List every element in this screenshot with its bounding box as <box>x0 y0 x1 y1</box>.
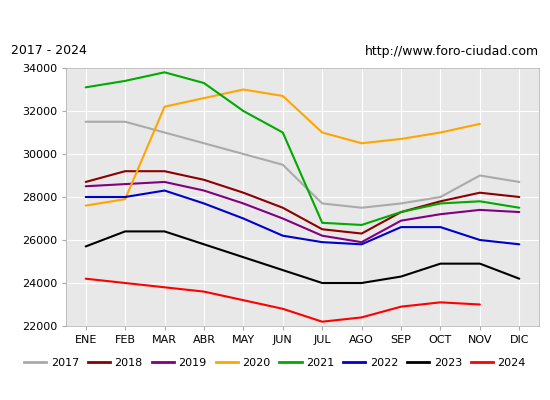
Text: Evolucion del paro registrado en Jerez de la Frontera: Evolucion del paro registrado en Jerez d… <box>57 12 493 30</box>
Text: http://www.foro-ciudad.com: http://www.foro-ciudad.com <box>365 44 539 58</box>
Legend: 2017, 2018, 2019, 2020, 2021, 2022, 2023, 2024: 2017, 2018, 2019, 2020, 2021, 2022, 2023… <box>20 354 530 372</box>
Text: 2017 - 2024: 2017 - 2024 <box>11 44 87 58</box>
